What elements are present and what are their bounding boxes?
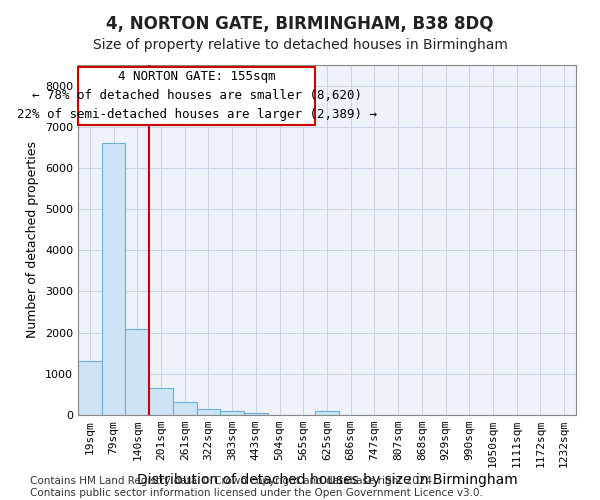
- Text: Contains HM Land Registry data © Crown copyright and database right 2024.
Contai: Contains HM Land Registry data © Crown c…: [30, 476, 483, 498]
- Bar: [220, 411, 244, 415]
- Y-axis label: Number of detached properties: Number of detached properties: [26, 142, 40, 338]
- Bar: [149, 388, 173, 415]
- Bar: [78, 362, 102, 415]
- Bar: [197, 408, 220, 415]
- Text: 4, NORTON GATE, BIRMINGHAM, B38 8DQ: 4, NORTON GATE, BIRMINGHAM, B38 8DQ: [106, 15, 494, 33]
- Bar: [102, 143, 125, 415]
- X-axis label: Distribution of detached houses by size in Birmingham: Distribution of detached houses by size …: [137, 472, 517, 486]
- Bar: [315, 411, 339, 415]
- Bar: [125, 328, 149, 415]
- Text: 4 NORTON GATE: 155sqm
← 78% of detached houses are smaller (8,620)
22% of semi-d: 4 NORTON GATE: 155sqm ← 78% of detached …: [17, 70, 377, 122]
- Text: Size of property relative to detached houses in Birmingham: Size of property relative to detached ho…: [92, 38, 508, 52]
- Bar: [244, 412, 268, 415]
- Bar: [173, 402, 197, 415]
- FancyBboxPatch shape: [78, 67, 315, 124]
